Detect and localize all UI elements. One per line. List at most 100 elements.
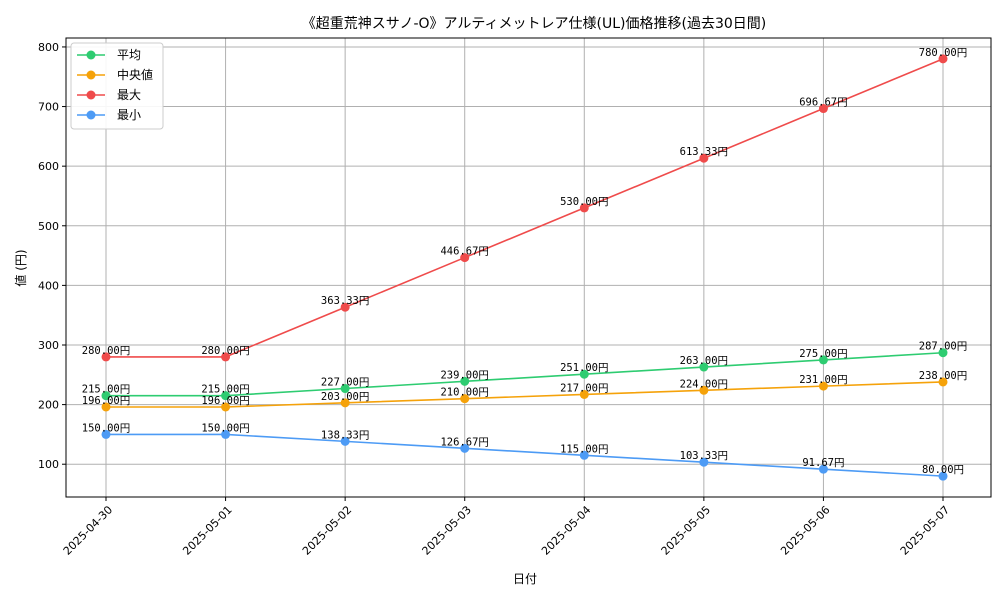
data-point (699, 153, 709, 163)
x-tick-label: 2025-05-01 (180, 503, 234, 557)
legend-marker (86, 110, 96, 120)
data-point (818, 355, 828, 365)
data-label: 263.00円 (680, 355, 728, 367)
data-label: 210.00円 (440, 387, 488, 399)
data-label: 217.00円 (560, 382, 608, 394)
data-point (340, 302, 350, 312)
data-point (340, 384, 350, 394)
data-label: 280.00円 (82, 345, 130, 357)
data-point (460, 253, 470, 263)
data-point (101, 429, 111, 439)
data-label: 138.33円 (321, 429, 369, 441)
data-label: 251.00円 (560, 362, 608, 374)
data-label: 227.00円 (321, 377, 369, 389)
y-tick-label: 500 (38, 220, 59, 233)
legend-label: 平均 (117, 48, 141, 62)
data-point (221, 402, 231, 412)
data-label: 215.00円 (82, 384, 130, 396)
data-label: 196.00円 (82, 395, 130, 407)
data-point (579, 369, 589, 379)
data-point (340, 436, 350, 446)
data-label: 150.00円 (201, 422, 249, 434)
x-tick-label: 2025-05-07 (898, 503, 952, 557)
y-tick-label: 700 (38, 101, 59, 114)
data-label: 203.00円 (321, 391, 369, 403)
x-tick-label: 2025-05-04 (539, 503, 593, 557)
data-point (818, 464, 828, 474)
y-tick-label: 400 (38, 279, 59, 292)
series-line (106, 351, 944, 397)
data-point (938, 471, 948, 481)
data-point (699, 385, 709, 395)
y-tick-label: 300 (38, 339, 59, 352)
data-label: 196.00円 (201, 395, 249, 407)
data-point (938, 54, 948, 64)
data-point (101, 391, 111, 401)
data-label: 115.00円 (560, 443, 608, 455)
x-axis-label: 日付 (513, 572, 537, 586)
data-label: 446.67円 (440, 246, 488, 258)
plot-area-frame (65, 37, 992, 498)
data-point (221, 352, 231, 362)
data-point (101, 402, 111, 412)
data-label: 126.67円 (440, 436, 488, 448)
data-labels: 215.00円 215.00円 227.00円 239.00円 251.00円 263.0… (82, 47, 967, 476)
series-layer (101, 54, 948, 481)
x-tick-label: 2025-05-06 (778, 503, 832, 557)
x-tick-label: 2025-04-30 (61, 503, 115, 557)
data-label: 91.67円 (802, 457, 844, 469)
y-tick-label: 600 (38, 160, 59, 173)
data-label: 239.00円 (440, 369, 488, 381)
legend-marker (86, 50, 96, 60)
legend-marker (86, 90, 96, 100)
series-line (106, 381, 944, 408)
grid (66, 38, 991, 497)
data-label: 238.00円 (919, 370, 967, 382)
data-label: 224.00円 (680, 378, 728, 390)
axis-ticks: 2025-04-30 2025-05-01 2025-05-02 2025-05-03… (38, 41, 952, 558)
x-tick-label: 2025-05-03 (420, 503, 474, 557)
data-point (938, 348, 948, 358)
x-tick-label: 2025-05-05 (659, 503, 713, 557)
legend-label: 最小 (117, 108, 141, 122)
data-label: 231.00円 (799, 374, 847, 386)
data-label: 150.00円 (82, 422, 130, 434)
data-label: 80.00円 (922, 464, 964, 476)
series-line (106, 58, 944, 358)
data-point (101, 352, 111, 362)
legend-box (70, 42, 164, 130)
legend-label: 最大 (117, 88, 141, 102)
y-axis-label: 値 (円) (13, 249, 28, 286)
data-label: 287.00円 (919, 341, 967, 353)
data-point (579, 389, 589, 399)
data-label: 280.00円 (201, 345, 249, 357)
data-point (818, 104, 828, 114)
x-tick-label: 2025-05-02 (300, 503, 354, 557)
y-tick-label: 100 (38, 458, 59, 471)
data-point (579, 203, 589, 213)
data-point (579, 450, 589, 460)
data-label: 275.00円 (799, 348, 847, 360)
data-point (221, 391, 231, 401)
data-label: 696.67円 (799, 97, 847, 109)
data-point (818, 381, 828, 391)
data-point (460, 376, 470, 386)
data-point (938, 377, 948, 387)
y-tick-label: 800 (38, 41, 59, 54)
legend-marker (86, 70, 96, 80)
data-label: 613.33円 (680, 146, 728, 158)
chart-title: 《超重荒神スサノ-O》アルティメットレア仕様(UL)価格推移(過去30日間) (302, 16, 767, 32)
data-point (221, 429, 231, 439)
data-point (460, 443, 470, 453)
series-line (106, 433, 944, 477)
data-point (699, 457, 709, 467)
data-label: 530.00円 (560, 196, 608, 208)
data-point (699, 362, 709, 372)
legend-label: 中央値 (117, 67, 153, 82)
data-label: 780.00円 (919, 47, 967, 59)
data-point (340, 398, 350, 408)
data-label: 215.00円 (201, 384, 249, 396)
